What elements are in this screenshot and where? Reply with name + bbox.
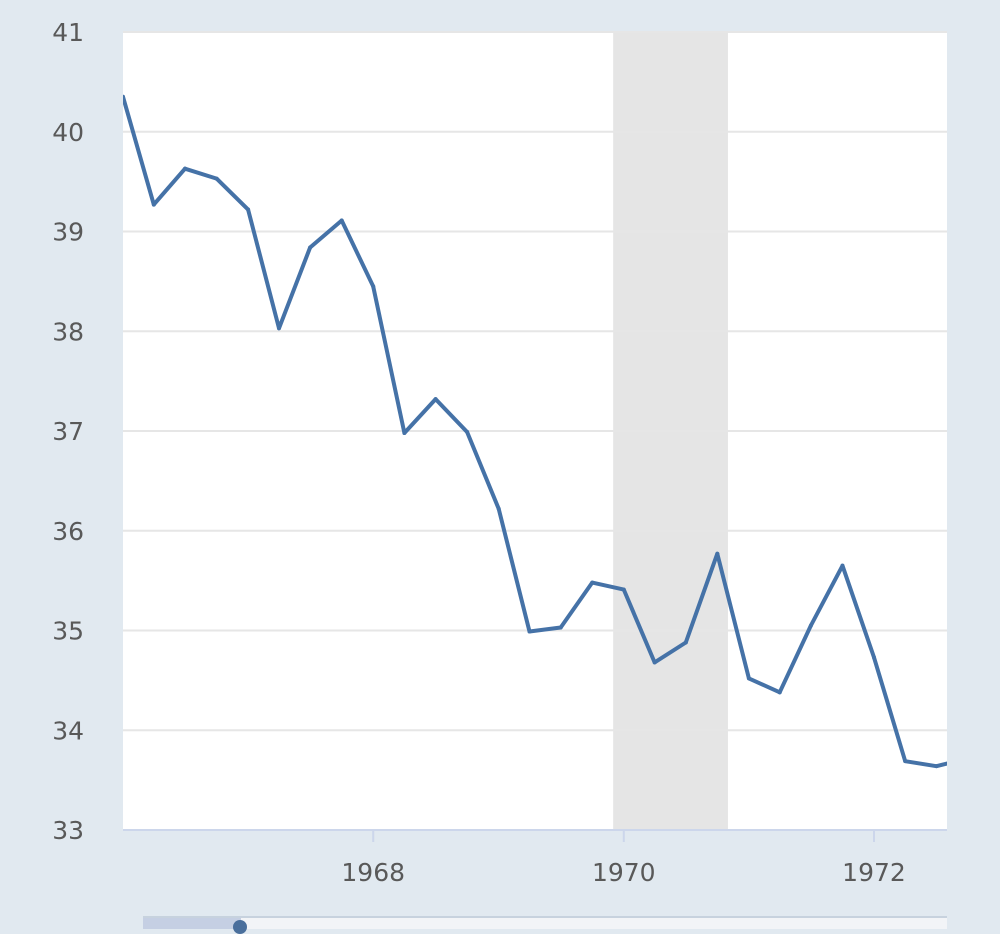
data-point[interactable] [966,756,970,760]
data-point[interactable] [465,429,470,434]
range-navigator[interactable] [143,916,947,934]
data-point[interactable] [934,764,939,769]
data-point[interactable] [433,397,438,402]
data-point[interactable] [402,430,407,435]
data-point[interactable] [621,587,626,592]
data-point[interactable] [840,563,845,568]
data-point[interactable] [151,202,156,207]
data-point[interactable] [121,94,125,99]
data-point[interactable] [746,676,751,681]
data-point[interactable] [246,207,251,212]
data-point[interactable] [276,326,281,331]
data-point[interactable] [371,284,376,289]
y-tick-label: 33 [52,816,84,845]
data-point[interactable] [777,690,782,695]
y-tick-label: 36 [52,517,84,546]
data-point[interactable] [590,580,595,585]
x-tick-label: 1968 [341,858,405,887]
y-tick-label: 34 [52,716,84,745]
data-point[interactable] [183,166,188,171]
navigator-handle[interactable] [143,918,247,934]
data-point[interactable] [683,640,688,645]
y-tick-label: 38 [52,317,84,346]
data-point[interactable] [339,218,344,223]
data-point[interactable] [871,655,876,660]
y-tick-label: 37 [52,417,84,446]
data-point[interactable] [214,176,219,181]
x-tick-label: 1972 [842,858,906,887]
y-tick-label: 35 [52,617,84,646]
data-point[interactable] [496,506,501,511]
y-tick-label: 39 [52,218,84,247]
y-tick-label: 41 [52,18,84,47]
data-point[interactable] [808,623,813,628]
series-line-0 [123,94,947,769]
y-tick-label: 40 [52,118,84,147]
data-point[interactable] [652,660,657,665]
data-point[interactable] [903,759,908,764]
x-tick-label: 1970 [592,858,656,887]
navigator-grip-icon[interactable] [233,920,247,934]
data-point[interactable] [715,551,720,556]
data-point[interactable] [308,245,313,250]
data-point[interactable] [527,629,532,634]
data-point[interactable] [558,625,563,630]
